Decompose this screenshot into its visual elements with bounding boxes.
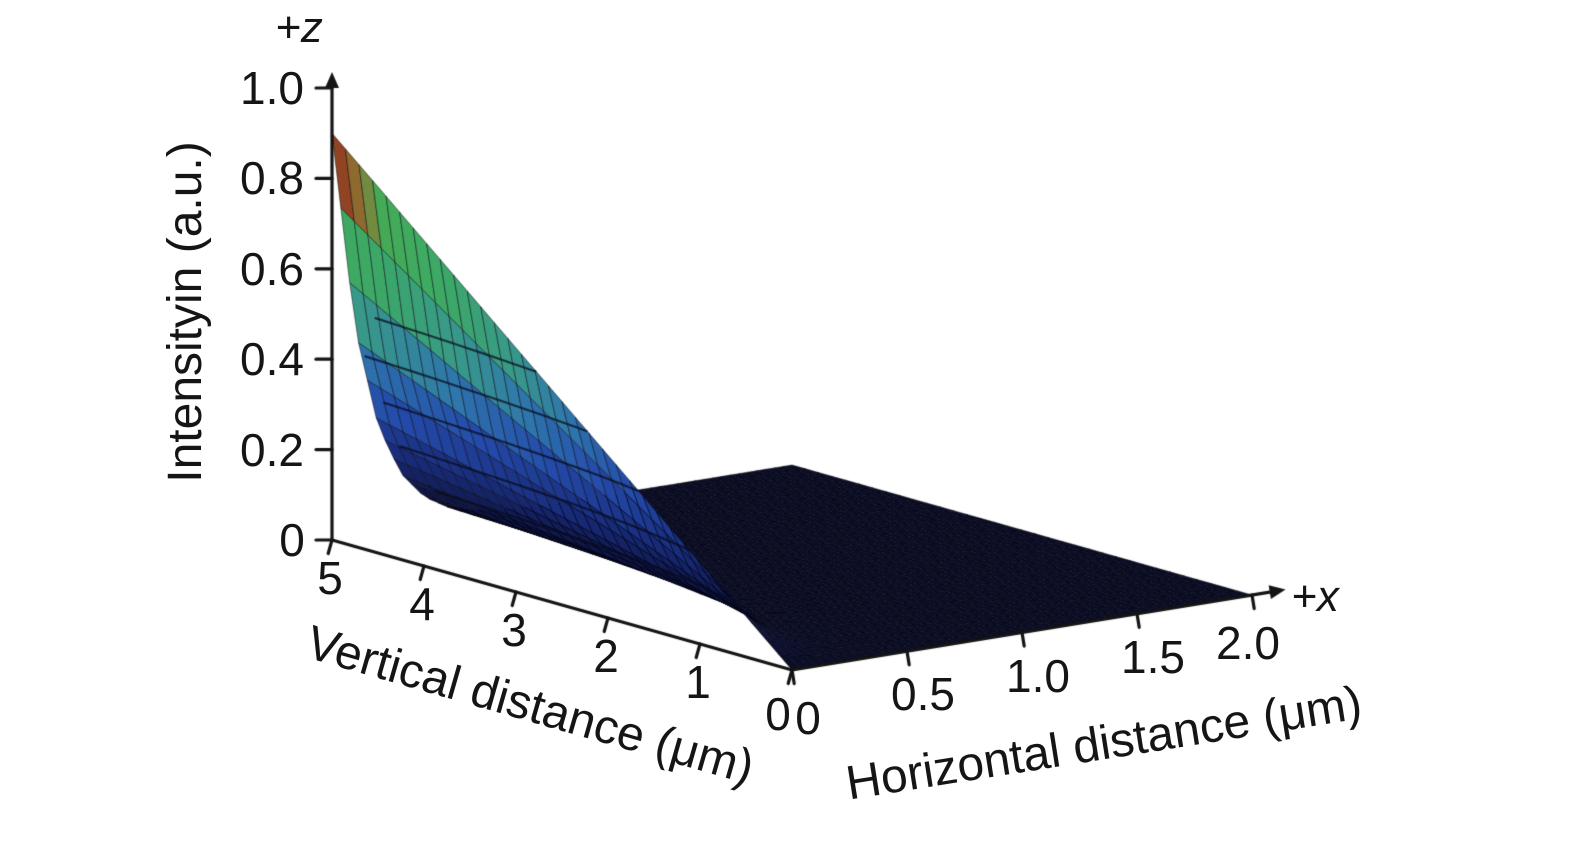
y-tick-label: 2: [593, 630, 619, 682]
x-axis-arrow-label: +x: [1291, 572, 1339, 621]
y-tick-label: 0: [765, 688, 791, 740]
z-tick-label: 0.2: [240, 424, 304, 476]
z-tick-label: 0: [279, 514, 305, 566]
x-tick-label: 0.5: [891, 668, 955, 720]
z-tick-label: 0.8: [240, 152, 304, 204]
x-tick-label: 1.5: [1121, 631, 1185, 683]
z-tick-label: 1.0: [240, 62, 304, 114]
x-tick-label: 0: [795, 692, 821, 744]
x-tick-label: 1.0: [1006, 650, 1070, 702]
y-tick-label: 4: [409, 578, 435, 630]
y-tick-label: 5: [317, 552, 343, 604]
y-tick-label: 3: [501, 604, 527, 656]
z-tick-label: 0.4: [240, 333, 304, 385]
z-axis-title: Intensityin (a.u.): [159, 141, 212, 483]
z-tick-label: 0.6: [240, 243, 304, 295]
z-axis-arrow-label: +z: [275, 3, 323, 52]
x-tick-label: 2.0: [1216, 617, 1280, 669]
y-tick-label: 1: [685, 656, 711, 708]
